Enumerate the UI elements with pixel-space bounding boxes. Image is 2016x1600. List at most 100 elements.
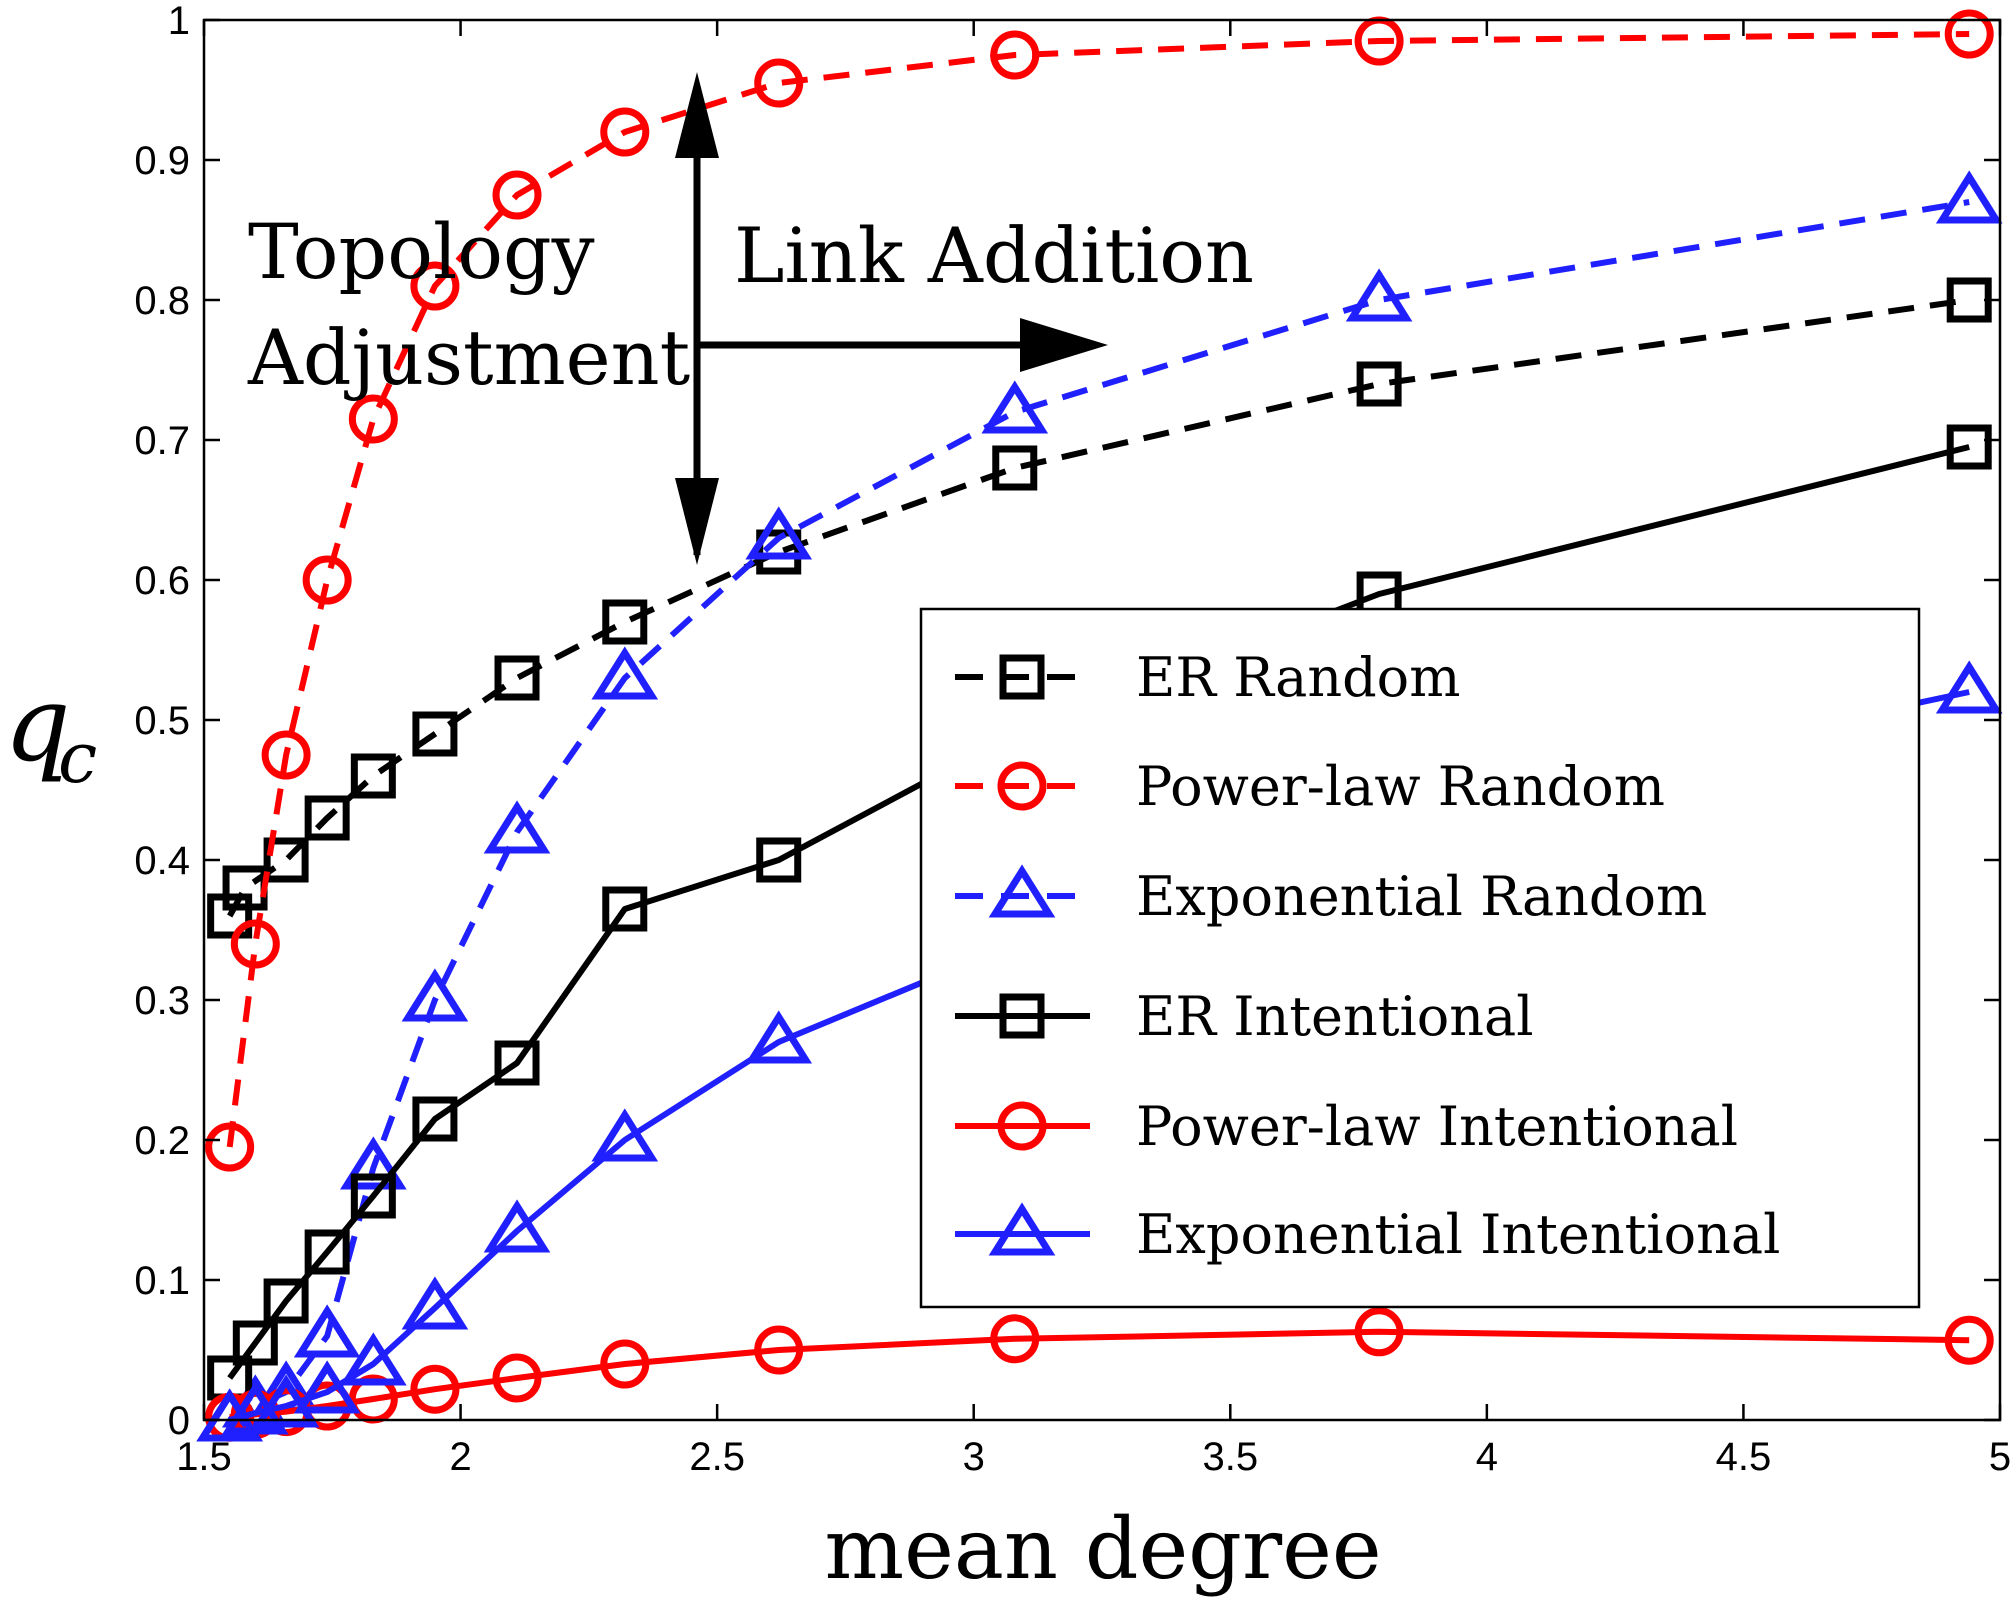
y-axis-title: q xyxy=(4,663,71,785)
x-tick-label: 3 xyxy=(963,1435,985,1479)
data-point xyxy=(401,968,469,1022)
data-point xyxy=(602,599,648,645)
x-tick-label: 3.5 xyxy=(1202,1435,1258,1479)
legend-item-exponential-random: Exponential Random xyxy=(955,864,1707,928)
data-point xyxy=(340,1332,407,1386)
data-point xyxy=(261,730,311,780)
annotation-topology-line2: Adjustment xyxy=(247,313,690,402)
data-point xyxy=(1354,1307,1404,1357)
legend-item-er-intentional: ER Intentional xyxy=(955,985,1534,1048)
annotation-link-addition: Link Addition xyxy=(734,211,1254,300)
data-point xyxy=(756,837,802,883)
series-line-power-law-intentional xyxy=(229,1328,1970,1421)
y-tick-label: 0 xyxy=(168,1399,190,1443)
y-tick-label: 0.3 xyxy=(134,979,190,1023)
data-point xyxy=(263,837,309,883)
legend-label: Power-law Random xyxy=(1136,755,1665,818)
legend-box xyxy=(919,607,1921,1309)
legend-marker xyxy=(999,654,1045,700)
data-point xyxy=(591,1108,659,1162)
data-point xyxy=(745,506,813,560)
x-tick-label: 4.5 xyxy=(1716,1435,1772,1479)
data-point xyxy=(483,800,551,854)
data-point xyxy=(350,753,396,799)
data-point xyxy=(494,655,540,701)
data-point xyxy=(756,529,802,575)
y-tick-label: 0.8 xyxy=(134,279,190,323)
y-tick-label: 0.7 xyxy=(134,419,190,463)
data-point xyxy=(222,865,268,911)
data-point xyxy=(990,1314,1040,1364)
legend-item-power-law-intentional: Power-law Intentional xyxy=(955,1095,1738,1158)
data-point xyxy=(494,1040,540,1086)
data-point xyxy=(412,711,458,757)
x-tick-label: 5 xyxy=(1989,1435,2011,1479)
y-axis-title-subscript: c xyxy=(58,717,97,799)
data-point xyxy=(1946,277,1992,323)
data-point xyxy=(230,919,280,969)
annotations: Topology Adjustment Link Addition xyxy=(247,72,1254,565)
y-tick-label: 0.2 xyxy=(134,1119,190,1163)
legend-label: ER Intentional xyxy=(1136,985,1534,1048)
series-line-power-law-random xyxy=(226,31,1970,1148)
legend-item-exponential-intentional: Exponential Intentional xyxy=(955,1202,1780,1266)
data-point xyxy=(1944,1315,1994,1365)
y-tick-label: 0.5 xyxy=(134,699,190,743)
y-tick-label: 0.6 xyxy=(134,559,190,603)
data-point xyxy=(196,1388,263,1442)
link-addition-arrow-head xyxy=(1020,318,1108,372)
topology-arrow-head-up xyxy=(675,72,719,158)
data-point xyxy=(412,1096,458,1142)
legend-label: Exponential Intentional xyxy=(1136,1203,1780,1266)
y-tick-label: 0.4 xyxy=(134,839,190,883)
data-point xyxy=(600,107,650,157)
data-point xyxy=(348,394,398,444)
data-point xyxy=(1345,268,1413,322)
x-tick-label: 2 xyxy=(449,1435,471,1479)
data-point xyxy=(600,1339,650,1389)
data-point xyxy=(1356,361,1402,407)
data-point xyxy=(207,893,253,939)
data-point xyxy=(350,1173,396,1219)
data-point xyxy=(401,1276,469,1330)
data-point xyxy=(492,170,542,220)
annotation-topology-line1: Topology xyxy=(248,207,595,296)
legend-marker xyxy=(988,1202,1056,1256)
series-er-random xyxy=(207,277,1992,939)
data-point xyxy=(304,1229,350,1275)
data-point xyxy=(410,261,460,311)
x-tick-label: 2.5 xyxy=(689,1435,745,1479)
data-point xyxy=(591,646,659,700)
data-point xyxy=(410,1364,460,1414)
legend: ER Random Power-law Random Exponential Ran… xyxy=(919,607,1921,1309)
data-point xyxy=(293,1360,361,1414)
legend-marker xyxy=(997,761,1047,811)
data-point xyxy=(602,886,648,932)
topology-arrow-head-down xyxy=(675,478,719,565)
data-point xyxy=(754,58,804,108)
legend-item-er-random: ER Random xyxy=(955,646,1460,709)
y-tick-label: 0.9 xyxy=(134,139,190,183)
data-point xyxy=(232,1320,278,1366)
data-point xyxy=(252,1374,320,1428)
data-point xyxy=(990,30,1040,80)
legend-label: Exponential Random xyxy=(1136,865,1707,928)
x-tick-label: 1.5 xyxy=(176,1435,232,1479)
data-point xyxy=(1944,9,1994,59)
data-point xyxy=(302,555,352,605)
data-point xyxy=(492,1353,542,1403)
data-point xyxy=(293,1304,361,1358)
legend-marker xyxy=(988,864,1056,918)
x-tick-label: 4 xyxy=(1476,1435,1498,1479)
axis-titles: mean degree q c xyxy=(4,663,1382,1598)
legend-item-power-law-random: Power-law Random xyxy=(955,755,1665,818)
data-point xyxy=(754,1325,804,1375)
data-point xyxy=(992,445,1038,491)
data-point xyxy=(745,1010,813,1064)
series-layer xyxy=(196,9,2003,1442)
data-point xyxy=(205,1122,255,1172)
data-point xyxy=(1946,424,1992,470)
ticks-layer: 1.5 2 2.5 3 3.5 4 4.5 5 0 0.1 0.2 0.3 0.4 0.5 0.6 0.7 0.… xyxy=(134,0,2011,1479)
data-point xyxy=(304,795,350,841)
